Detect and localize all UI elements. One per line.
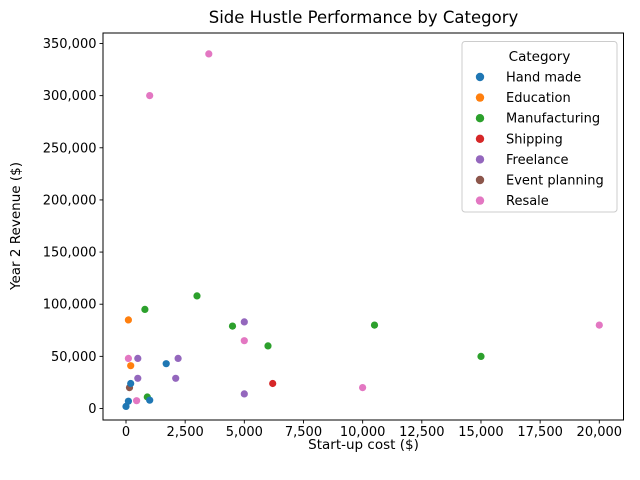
data-point-freelance <box>240 390 248 398</box>
x-tick-label: 5,000 <box>226 425 263 440</box>
data-point-resale <box>205 50 213 58</box>
data-point-resale <box>124 354 132 362</box>
legend-label: Event planning <box>506 174 604 189</box>
data-point-education <box>127 362 135 370</box>
chart-title: Side Hustle Performance by Category <box>208 8 519 27</box>
data-point-resale <box>240 337 248 345</box>
data-point-freelance <box>134 354 142 362</box>
legend-label: Resale <box>506 194 549 209</box>
x-tick-label: 10,000 <box>340 425 386 440</box>
legend-swatch-freelance <box>475 155 485 164</box>
legend-label: Shipping <box>506 132 563 147</box>
data-point-hand-made <box>127 379 135 388</box>
legend-title: Category <box>509 49 571 65</box>
y-axis-label: Year 2 Revenue ($) <box>8 162 24 290</box>
legend-box <box>461 41 618 213</box>
data-point-hand-made <box>162 360 170 368</box>
y-tick-label: 300,000 <box>43 89 97 104</box>
y-tick-label: 100,000 <box>43 298 97 313</box>
y-tick-label: 0 <box>88 402 96 417</box>
y-tick-label: 50,000 <box>51 350 97 365</box>
data-point-hand-made <box>122 402 130 410</box>
data-point-education <box>124 316 132 324</box>
data-point-freelance <box>172 374 180 382</box>
data-point-resale <box>146 92 154 100</box>
data-point-resale <box>359 384 367 392</box>
x-tick-label: 12,500 <box>399 425 445 440</box>
legend-swatch-education <box>475 93 485 102</box>
x-tick-label: 0 <box>122 425 130 440</box>
data-point-resale <box>595 321 603 329</box>
data-point-manufacturing <box>141 305 149 313</box>
y-tick-label: 250,000 <box>43 141 97 156</box>
legend-swatch-hand-made <box>475 72 485 82</box>
legend-label: Education <box>506 91 571 106</box>
x-axis-label: Start-up cost ($) <box>308 437 419 453</box>
data-point-freelance <box>134 374 142 382</box>
x-tick-label: 15,000 <box>458 425 504 440</box>
legend-swatch-manufacturing <box>475 114 485 123</box>
data-point-manufacturing <box>264 342 272 350</box>
data-point-manufacturing <box>370 321 379 329</box>
y-tick-label: 200,000 <box>43 193 97 208</box>
data-point-shipping <box>269 379 277 388</box>
legend-label: Freelance <box>506 153 569 168</box>
y-tick-label: 150,000 <box>43 246 97 261</box>
data-point-manufacturing <box>193 292 201 300</box>
legend-label: Manufacturing <box>506 112 600 127</box>
x-tick-label: 20,000 <box>577 425 623 440</box>
data-point-hand-made <box>146 396 154 404</box>
data-point-manufacturing <box>477 352 485 360</box>
x-tick-label: 17,500 <box>517 425 563 440</box>
data-point-freelance <box>240 318 248 326</box>
x-tick-label: 2,500 <box>167 425 204 440</box>
x-tick-label: 7,500 <box>285 425 322 440</box>
y-tick-label: 350,000 <box>43 37 97 52</box>
data-point-freelance <box>174 354 182 362</box>
legend-swatch-resale <box>475 196 485 205</box>
legend-swatch-event-planning <box>475 175 485 185</box>
data-point-manufacturing <box>228 322 237 330</box>
legend-label: Hand made <box>506 71 581 86</box>
data-point-resale <box>133 397 141 405</box>
legend-swatch-shipping <box>475 134 485 143</box>
